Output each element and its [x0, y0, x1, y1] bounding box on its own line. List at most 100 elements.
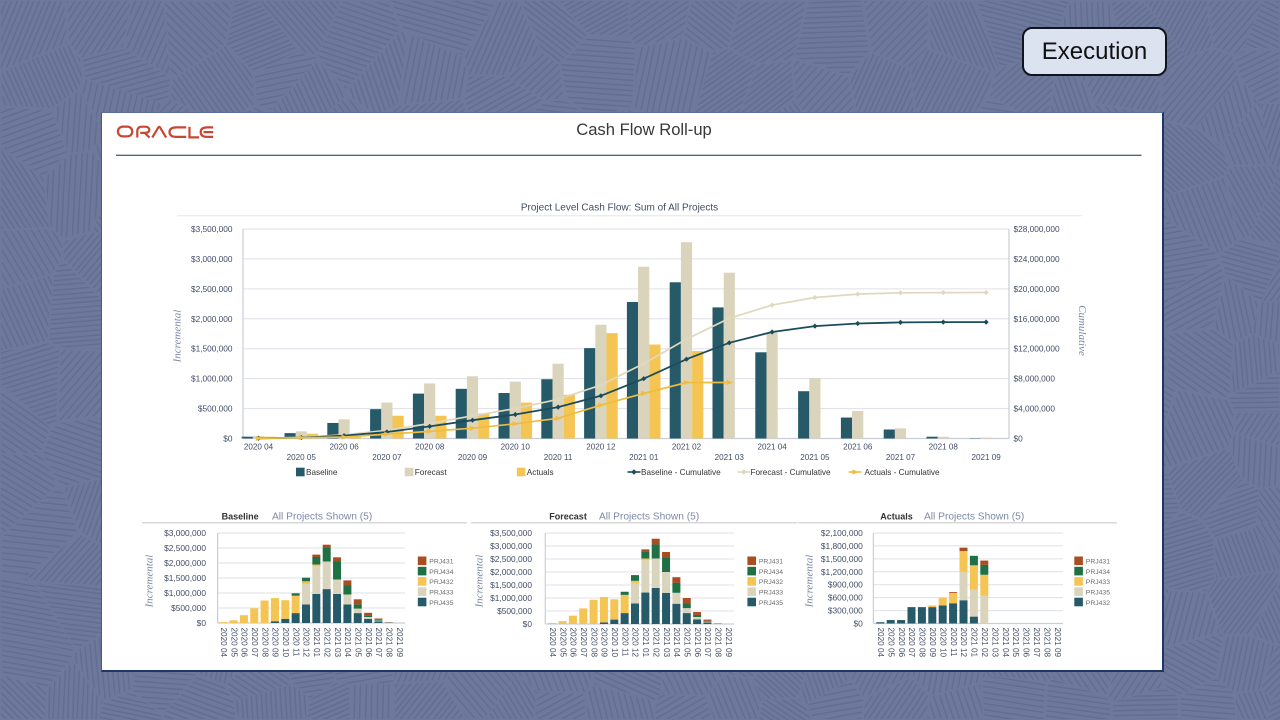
svg-text:$0: $0 — [223, 434, 233, 444]
svg-text:$8,000,000: $8,000,000 — [1014, 374, 1056, 384]
svg-text:2020 11: 2020 11 — [620, 628, 629, 657]
svg-text:2021 07: 2021 07 — [703, 628, 712, 658]
svg-text:2020 09: 2020 09 — [600, 628, 609, 658]
svg-text:2020 10: 2020 10 — [938, 628, 947, 658]
svg-text:Incremental: Incremental — [172, 310, 184, 364]
svg-text:2020 04: 2020 04 — [548, 628, 557, 658]
svg-text:$2,000,000: $2,000,000 — [191, 314, 233, 324]
svg-text:2020 10: 2020 10 — [281, 628, 290, 658]
svg-text:2020 11: 2020 11 — [544, 453, 573, 462]
svg-text:2021 05: 2021 05 — [682, 628, 691, 658]
svg-text:$1,500,000: $1,500,000 — [191, 344, 233, 354]
svg-text:2020 08: 2020 08 — [415, 442, 445, 451]
svg-text:2020 06: 2020 06 — [897, 628, 906, 658]
svg-text:2021 01: 2021 01 — [629, 453, 659, 462]
svg-text:$2,500,000: $2,500,000 — [191, 284, 233, 294]
svg-text:PRJ433: PRJ433 — [1086, 579, 1110, 586]
svg-text:All Projects Shown (5): All Projects Shown (5) — [924, 512, 1024, 523]
svg-text:2020 04: 2020 04 — [244, 442, 274, 451]
svg-text:$300,000: $300,000 — [828, 606, 863, 616]
svg-text:2020 09: 2020 09 — [928, 628, 937, 658]
svg-text:2021 05: 2021 05 — [1011, 628, 1020, 658]
svg-text:$28,000,000: $28,000,000 — [1014, 224, 1061, 234]
svg-text:2020 07: 2020 07 — [579, 628, 588, 658]
svg-text:2021 01: 2021 01 — [312, 628, 321, 658]
svg-text:2021 09: 2021 09 — [395, 628, 404, 658]
svg-text:2021 01: 2021 01 — [970, 628, 979, 658]
svg-text:Cumulative: Cumulative — [1076, 305, 1088, 356]
svg-text:2021 04: 2021 04 — [672, 628, 681, 658]
svg-text:2020 10: 2020 10 — [610, 628, 619, 658]
svg-text:$500,000: $500,000 — [171, 603, 206, 613]
svg-text:$3,500,000: $3,500,000 — [490, 528, 532, 538]
svg-text:$2,000,000: $2,000,000 — [490, 567, 532, 577]
svg-text:PRJ431: PRJ431 — [1086, 559, 1110, 566]
svg-text:2021 04: 2021 04 — [1001, 628, 1010, 658]
svg-text:$1,800,000: $1,800,000 — [821, 541, 863, 551]
svg-text:2020 05: 2020 05 — [229, 628, 238, 658]
svg-text:$0: $0 — [197, 618, 207, 628]
svg-text:$0: $0 — [853, 619, 863, 629]
svg-text:2021 02: 2021 02 — [672, 442, 702, 451]
svg-text:$3,000,000: $3,000,000 — [191, 254, 233, 264]
svg-text:2021 03: 2021 03 — [333, 628, 342, 658]
svg-text:Actuals - Cumulative: Actuals - Cumulative — [865, 468, 941, 477]
svg-text:$600,000: $600,000 — [828, 593, 863, 603]
svg-text:PRJ433: PRJ433 — [429, 590, 453, 597]
svg-text:2021 06: 2021 06 — [364, 628, 373, 658]
svg-text:PRJ433: PRJ433 — [759, 590, 783, 597]
svg-text:$2,500,000: $2,500,000 — [490, 554, 532, 564]
svg-text:2021 03: 2021 03 — [715, 453, 745, 462]
svg-text:2020 05: 2020 05 — [558, 628, 567, 658]
svg-text:$16,000,000: $16,000,000 — [1014, 314, 1061, 324]
svg-text:$1,000,000: $1,000,000 — [490, 593, 532, 603]
svg-text:PRJ432: PRJ432 — [429, 579, 453, 586]
svg-text:2021 08: 2021 08 — [714, 628, 723, 658]
svg-text:PRJ435: PRJ435 — [759, 600, 783, 607]
svg-text:2021 08: 2021 08 — [929, 442, 959, 451]
svg-text:$24,000,000: $24,000,000 — [1014, 254, 1061, 264]
svg-text:Baseline: Baseline — [222, 512, 259, 522]
svg-text:Forecast: Forecast — [549, 512, 587, 522]
svg-text:2021 04: 2021 04 — [343, 628, 352, 658]
svg-text:2021 09: 2021 09 — [1053, 628, 1062, 658]
svg-text:2021 09: 2021 09 — [971, 453, 1001, 462]
svg-text:2021 01: 2021 01 — [641, 628, 650, 658]
svg-text:$0: $0 — [1014, 434, 1024, 444]
svg-text:2020 07: 2020 07 — [372, 453, 402, 462]
svg-text:$2,100,000: $2,100,000 — [821, 528, 863, 538]
svg-text:2020 12: 2020 12 — [959, 628, 968, 658]
svg-text:2020 07: 2020 07 — [250, 628, 259, 658]
svg-text:2021 08: 2021 08 — [1042, 628, 1051, 658]
svg-text:2021 02: 2021 02 — [980, 628, 989, 658]
svg-text:2021 04: 2021 04 — [757, 442, 787, 451]
svg-text:2020 12: 2020 12 — [586, 442, 616, 451]
svg-text:2020 10: 2020 10 — [501, 442, 531, 451]
svg-text:2021 03: 2021 03 — [662, 628, 671, 658]
svg-text:2020 08: 2020 08 — [260, 628, 269, 658]
svg-text:$2,500,000: $2,500,000 — [164, 543, 206, 553]
svg-text:2020 08: 2020 08 — [589, 628, 598, 658]
svg-text:2020 05: 2020 05 — [287, 453, 317, 462]
svg-text:$4,000,000: $4,000,000 — [1014, 404, 1056, 414]
svg-text:2021 07: 2021 07 — [1032, 628, 1041, 658]
svg-text:PRJ434: PRJ434 — [429, 569, 453, 576]
svg-text:2020 12: 2020 12 — [302, 628, 311, 658]
svg-text:2021 06: 2021 06 — [693, 628, 702, 658]
svg-text:2020 06: 2020 06 — [329, 442, 359, 451]
svg-text:PRJ432: PRJ432 — [1086, 600, 1110, 607]
svg-text:$2,000,000: $2,000,000 — [164, 558, 206, 568]
svg-text:$500,000: $500,000 — [198, 404, 233, 414]
svg-text:Incremental: Incremental — [474, 555, 486, 609]
svg-text:2021 08: 2021 08 — [385, 628, 394, 658]
svg-text:Project Level Cash Flow: Sum o: Project Level Cash Flow: Sum of All Proj… — [521, 203, 718, 214]
svg-text:PRJ435: PRJ435 — [429, 600, 453, 607]
svg-text:PRJ434: PRJ434 — [1086, 569, 1110, 576]
svg-text:2020 11: 2020 11 — [291, 628, 300, 657]
svg-text:$1,500,000: $1,500,000 — [490, 580, 532, 590]
svg-text:$1,000,000: $1,000,000 — [191, 374, 233, 384]
svg-text:2020 08: 2020 08 — [918, 628, 927, 658]
svg-text:2020 05: 2020 05 — [886, 628, 895, 658]
svg-text:2020 06: 2020 06 — [569, 628, 578, 658]
svg-text:2020 11: 2020 11 — [949, 628, 958, 657]
